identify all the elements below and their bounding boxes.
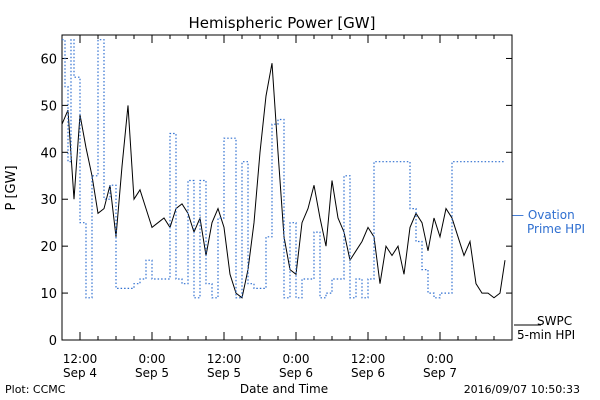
chart-title: Hemispheric Power [GW]	[189, 14, 376, 32]
x-tick-label-date: Sep 7	[423, 366, 457, 380]
x-tick-label-time: 0:00	[283, 352, 310, 366]
plot-frame	[61, 34, 513, 341]
legend-ovation-line2: Prime HPI	[527, 222, 585, 236]
x-tick-label-date: Sep 4	[63, 366, 97, 380]
y-tick-label: 40	[40, 146, 57, 161]
x-tick-label-date: Sep 5	[207, 366, 241, 380]
x-tick-label-time: 12:00	[63, 352, 98, 366]
y-tick-label: 30	[40, 193, 57, 208]
y-tick-label: 10	[40, 287, 57, 302]
x-tick-label-time: 12:00	[351, 352, 386, 366]
x-tick-label-date: Sep 5	[135, 366, 169, 380]
plot-area	[61, 34, 513, 341]
legend-ovation-line1: — Ovation	[512, 208, 575, 222]
y-axis: 0 10 20 30 40 50 60	[40, 52, 512, 349]
y-tick-label: 20	[40, 240, 57, 255]
y-tick-label: 60	[40, 52, 57, 67]
x-tick-label-time: 0:00	[139, 352, 166, 366]
series-layer	[61, 39, 506, 299]
x-tick-label-time: 0:00	[427, 352, 454, 366]
legend-swpc-line2: 5-min HPI	[517, 328, 575, 342]
series-line-swpc	[61, 63, 506, 299]
y-tick-label: 0	[49, 334, 57, 349]
plot-timestamp: 2016/09/07 10:50:33	[464, 383, 580, 396]
x-axis-label: Date and Time	[240, 382, 328, 396]
x-tick-label-date: Sep 6	[279, 366, 313, 380]
legend-swpc-line1: SWPC	[537, 314, 572, 328]
series-line-ovation	[62, 39, 505, 299]
y-axis-label: P [GW]	[4, 165, 19, 210]
legend: — Ovation Prime HPI SWPC 5-min HPI	[512, 208, 585, 342]
plot-credit: Plot: CCMC	[5, 383, 66, 396]
y-tick-label: 50	[40, 99, 57, 114]
x-tick-label-date: Sep 6	[351, 366, 385, 380]
x-tick-label-time: 12:00	[207, 352, 242, 366]
